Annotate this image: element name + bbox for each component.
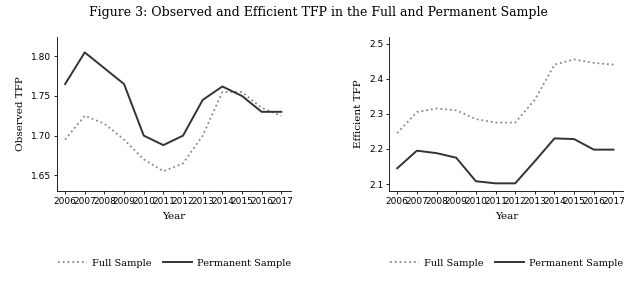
Legend: Full Sample, Permanent Sample: Full Sample, Permanent Sample bbox=[386, 255, 627, 271]
Legend: Full Sample, Permanent Sample: Full Sample, Permanent Sample bbox=[53, 255, 294, 271]
Y-axis label: Efficient TFP: Efficient TFP bbox=[354, 80, 363, 148]
X-axis label: Year: Year bbox=[495, 212, 518, 221]
Y-axis label: Observed TFP: Observed TFP bbox=[17, 76, 25, 151]
X-axis label: Year: Year bbox=[163, 212, 186, 221]
Text: Figure 3: Observed and Efficient TFP in the Full and Permanent Sample: Figure 3: Observed and Efficient TFP in … bbox=[88, 6, 548, 19]
